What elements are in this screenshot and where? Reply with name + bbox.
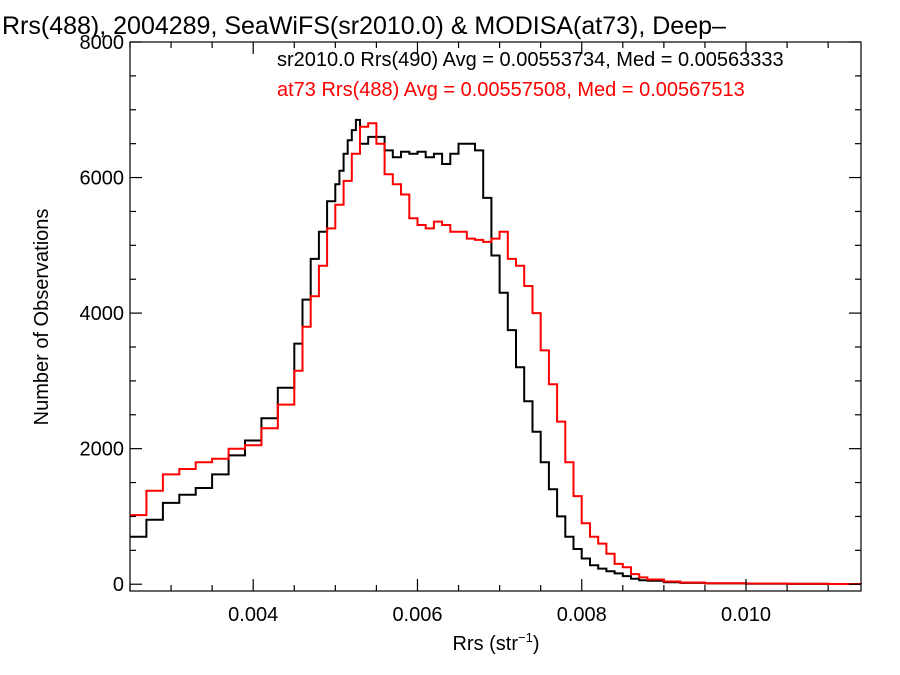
x-tick-label: 0.008 bbox=[557, 604, 607, 626]
x-tick-label: 0.006 bbox=[392, 604, 442, 626]
x-axis-label-close: ) bbox=[533, 633, 540, 655]
legend-entry-at73: at73 Rrs(488) Avg = 0.00557508, Med = 0.… bbox=[277, 79, 745, 101]
x-axis-label-main: Rrs (str bbox=[452, 633, 518, 655]
chart-title: Rrs(488), 2004289, SeaWiFS(sr2010.0) & M… bbox=[2, 12, 726, 40]
y-tick-label: 6000 bbox=[80, 168, 125, 190]
y-tick-label: 4000 bbox=[80, 303, 125, 325]
ticks-layer: 0.004 0.006 0.008 0.010 0 2000 4000 6000 8000 bbox=[80, 32, 861, 626]
plot-area: 0.004 0.006 0.008 0.010 0 2000 4000 6000 8000 bbox=[80, 32, 862, 626]
plot-frame bbox=[129, 41, 862, 592]
legend: sr2010.0 Rrs(490) Avg = 0.00553734, Med … bbox=[277, 49, 784, 101]
x-axis-label: Rrs (str−1) bbox=[452, 630, 539, 655]
y-tick-label: 8000 bbox=[80, 32, 125, 54]
legend-entry-sr2010: sr2010.0 Rrs(490) Avg = 0.00553734, Med … bbox=[277, 49, 784, 71]
series-line-0 bbox=[130, 118, 862, 585]
x-tick-label: 0.010 bbox=[721, 604, 771, 626]
y-tick-label: 2000 bbox=[80, 439, 125, 461]
x-axis-label-sup: −1 bbox=[518, 630, 533, 645]
x-tick-label: 0.004 bbox=[228, 604, 278, 626]
y-axis-label: Number of Observations bbox=[31, 209, 53, 426]
y-tick-label: 0 bbox=[113, 574, 124, 596]
series-layer bbox=[130, 118, 862, 585]
series-line-1 bbox=[130, 122, 861, 585]
